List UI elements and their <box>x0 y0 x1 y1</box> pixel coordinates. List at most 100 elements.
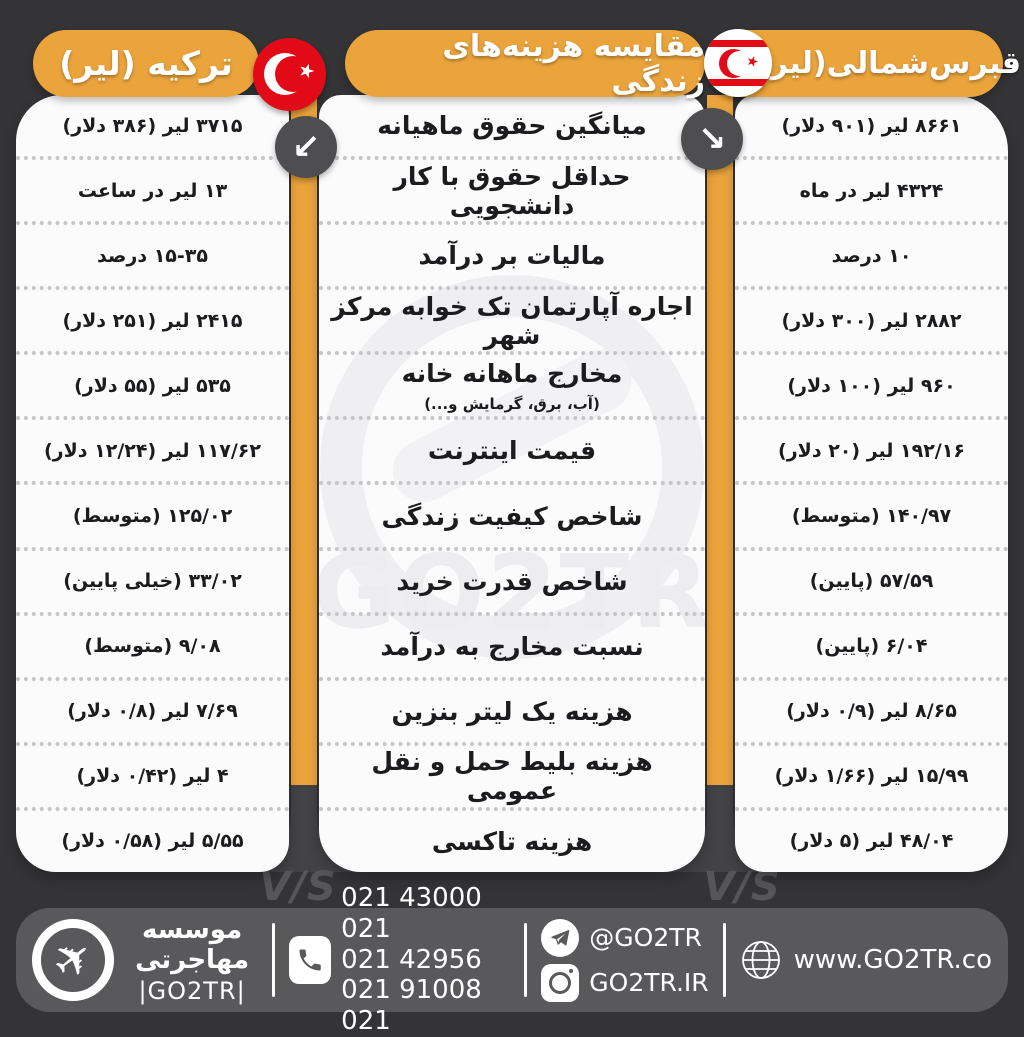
category-cell: میانگین حقوق ماهیانه <box>319 95 705 161</box>
drip-shape-left <box>234 785 374 872</box>
turkey-value-cell: ۵/۵۵ لیر (۰/۵۸ دلار) <box>16 811 289 872</box>
brand-name: موسسه مهاجرتی <box>135 915 250 975</box>
value-label: ۹/۰۸ (متوسط) <box>84 635 221 658</box>
category-label: مالیات بر درآمد <box>418 241 606 271</box>
category-label: هزینه تاکسی <box>431 826 593 856</box>
arrow-down-right-icon: ↘ <box>681 108 743 170</box>
north-cyprus-value-cell: ۹۶۰ لیر (۱۰۰ دلار) <box>735 355 1008 421</box>
category-cell: حداقل حقوق با کار دانشجویی <box>319 160 705 226</box>
category-label: هزینه یک لیتر بنزین <box>391 696 633 726</box>
turkey-value-cell: ۱۳ لیر در ساعت <box>16 160 289 226</box>
phone-number: 021 42956 <box>341 944 482 975</box>
north-cyprus-value-cell: ۴۳۲۴ لیر در ماه <box>735 160 1008 226</box>
value-label: ۲۴۱۵ لیر (۲۵۱ دلار) <box>62 309 243 332</box>
phone-number: 021 91008 021 <box>341 975 482 1037</box>
category-label: قیمت اینترنت <box>427 436 597 466</box>
brand-handle: |GO2TR| <box>138 977 246 1005</box>
north-cyprus-value-cell: ۱۹۲/۱۶ لیر (۲۰ دلار) <box>735 420 1008 486</box>
website-section: www.GO2TR.co <box>740 939 992 981</box>
north-cyprus-value-cell: ۱۵/۹۹ لیر (۱/۶۶ دلار) <box>735 746 1008 811</box>
turkey-column: ۳۷۱۵ لیر (۳۸۶ دلار) ۱۳ لیر در ساعت ۱۵-۳۵ د… <box>16 95 289 872</box>
value-label: ۹۶۰ لیر (۱۰۰ دلار) <box>787 374 956 397</box>
turkey-header-label: ترکیه (لیر) <box>59 44 233 83</box>
turkey-value-cell: ۲۴۱۵ لیر (۲۵۱ دلار) <box>16 290 289 356</box>
header-pill-title: مقایسه هزینه‌های زندگی <box>345 28 705 99</box>
north-cyprus-value-cell: ۴۸/۰۴ لیر (۵ دلار) <box>735 811 1008 872</box>
value-label: ۵۷/۵۹ (پایین) <box>809 570 934 593</box>
turkey-value-cell: ۱۱۷/۶۲ لیر (۱۲/۲۴ دلار) <box>16 420 289 486</box>
north-cyprus-header-label: قبرس‌شمالی(لیر) <box>756 46 1022 81</box>
divider-bar-left <box>291 95 317 790</box>
phone-number: 021 43000 021 <box>341 883 482 944</box>
category-label: مخارج ماهانه خانه <box>401 358 623 388</box>
turkey-value-cell: ۱۵-۳۵ درصد <box>16 225 289 291</box>
turkey-value-cell: ۳۷۱۵ لیر (۳۸۶ دلار) <box>16 95 289 161</box>
north-cyprus-value-cell: ۱۰ درصد <box>735 225 1008 291</box>
value-label: ۱۳ لیر در ساعت <box>77 179 228 202</box>
value-label: ۲۸۸۲ لیر (۳۰۰ دلار) <box>781 309 962 332</box>
divider-bar-right <box>707 95 733 790</box>
value-label: ۱۴۰/۹۷ (متوسط) <box>791 505 952 527</box>
north-cyprus-value-cell: ۸۶۶۱ لیر (۹۰۱ دلار) <box>735 95 1008 161</box>
arrow-down-left-icon: ↙ <box>275 116 337 178</box>
value-label: ۶/۰۴ (پایین) <box>815 635 928 658</box>
vs-label-left: V/S <box>259 864 337 910</box>
north-cyprus-flag-icon: ★ <box>704 29 772 97</box>
phone-icon <box>289 936 332 984</box>
value-label: ۳۳/۰۲ (خیلی پایین) <box>63 570 242 593</box>
brand-section: ✈ موسسه مهاجرتی |GO2TR| <box>32 915 258 1005</box>
watermark-text: GO2TR <box>319 533 705 652</box>
footer-divider <box>722 923 726 997</box>
turkey-value-cell: ۵۳۵ لیر (۵۵ دلار) <box>16 355 289 421</box>
go2tr-logo-icon: ✈ <box>32 919 114 1001</box>
drip-shape-right <box>650 785 790 872</box>
website-url: www.GO2TR.co <box>793 945 992 975</box>
category-cell: مخارج ماهانه خانه (آب، برق، گرمایش و...) <box>319 355 705 421</box>
value-label: ۸۶۶۱ لیر (۹۰۱ دلار) <box>781 114 962 137</box>
telegram-icon <box>541 918 580 957</box>
value-label: ۴۸/۰۴ لیر (۵ دلار) <box>789 830 954 853</box>
value-label: ۷/۶۹ لیر (۰/۸ دلار) <box>67 700 238 723</box>
value-label: ۱۵/۹۹ لیر (۱/۶۶ دلار) <box>774 765 969 788</box>
category-label: شاخص کیفیت زندگی <box>381 501 643 531</box>
value-label: ۴ لیر (۰/۴۲ دلار) <box>76 765 229 788</box>
category-label: نسبت مخارج به درآمد <box>380 631 644 661</box>
social-section: @GO2TR GO2TR.IR <box>541 918 709 1002</box>
turkey-value-cell: ۷/۶۹ لیر (۰/۸ دلار) <box>16 681 289 746</box>
north-cyprus-value-cell: ۱۴۰/۹۷ (متوسط) <box>735 485 1008 551</box>
category-cell: شاخص قدرت خرید <box>319 551 705 616</box>
category-column: GO2TR میانگین حقوق ماهیانه حداقل حقوق با … <box>319 95 705 872</box>
instagram-handle: GO2TR.IR <box>589 968 709 997</box>
north-cyprus-value-cell: ۶/۰۴ (پایین) <box>735 616 1008 681</box>
footer-divider <box>524 923 528 997</box>
north-cyprus-value-cell: ۲۸۸۲ لیر (۳۰۰ دلار) <box>735 290 1008 356</box>
airplane-icon: ✈ <box>41 925 105 993</box>
value-label: ۳۷۱۵ لیر (۳۸۶ دلار) <box>62 114 243 137</box>
category-label: میانگین حقوق ماهیانه <box>377 111 647 141</box>
value-label: ۵۳۵ لیر (۵۵ دلار) <box>74 374 231 397</box>
north-cyprus-value-cell: ۸/۶۵ لیر (۰/۹ دلار) <box>735 681 1008 746</box>
category-label: شاخص قدرت خرید <box>396 566 628 596</box>
telegram-handle: @GO2TR <box>589 923 702 952</box>
category-cell: هزینه بلیط حمل و نقل عمومی <box>319 746 705 811</box>
category-label: اجاره آپارتمان تک خوابه مرکز شهر <box>331 291 693 350</box>
turkey-value-cell: ۳۳/۰۲ (خیلی پایین) <box>16 551 289 616</box>
category-cell: هزینه تاکسی <box>319 811 705 872</box>
turkey-flag-icon: ★ <box>253 38 326 111</box>
category-label: هزینه بلیط حمل و نقل عمومی <box>371 747 653 806</box>
phone-section: 021 43000 021 021 42956 021 91008 021 <box>289 883 510 1036</box>
category-cell: شاخص کیفیت زندگی <box>319 485 705 551</box>
header-pill-turkey: ترکیه (لیر) <box>33 30 259 97</box>
north-cyprus-column: ۸۶۶۱ لیر (۹۰۱ دلار) ۴۳۲۴ لیر در ماه ۱۰ درص… <box>735 95 1008 872</box>
value-label: ۵/۵۵ لیر (۰/۵۸ دلار) <box>61 830 244 853</box>
page-title: مقایسه هزینه‌های زندگی <box>442 28 705 99</box>
category-cell: نسبت مخارج به درآمد <box>319 616 705 681</box>
turkey-value-cell: ۹/۰۸ (متوسط) <box>16 616 289 681</box>
category-label: حداقل حقوق با کار دانشجویی <box>393 161 631 220</box>
value-label: ۱۵-۳۵ درصد <box>97 244 208 267</box>
north-cyprus-value-cell: ۵۷/۵۹ (پایین) <box>735 551 1008 616</box>
value-label: ۱۱۷/۶۲ لیر (۱۲/۲۴ دلار) <box>43 439 262 462</box>
value-label: ۴۳۲۴ لیر در ماه <box>799 179 944 202</box>
value-label: ۱۹۲/۱۶ لیر (۲۰ دلار) <box>778 439 965 462</box>
turkey-value-cell: ۴ لیر (۰/۴۲ دلار) <box>16 746 289 811</box>
